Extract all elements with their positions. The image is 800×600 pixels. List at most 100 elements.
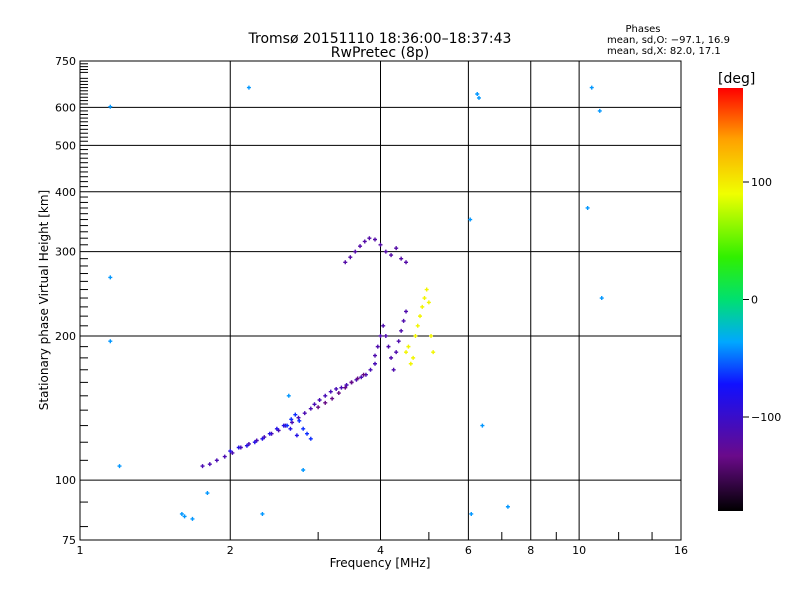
data-point: [349, 380, 354, 385]
x-tick-label: 8: [527, 544, 534, 557]
data-point: [597, 108, 602, 113]
data-point: [386, 344, 391, 349]
data-point: [426, 300, 431, 305]
data-point: [308, 406, 313, 411]
phase-stats-x: mean, sd,X: 82.0, 17.1: [607, 46, 721, 57]
data-point: [252, 440, 257, 445]
colorbar-tick-label: −100: [751, 411, 781, 424]
data-point: [343, 385, 348, 390]
data-point: [236, 445, 241, 450]
data-point: [200, 464, 205, 469]
data-point: [415, 323, 420, 328]
data-point: [294, 433, 299, 438]
data-point: [404, 350, 409, 355]
data-point: [358, 244, 363, 249]
data-point: [378, 333, 383, 338]
data-point: [399, 256, 404, 261]
data-point: [334, 386, 339, 391]
colorbar-tick-label: 0: [751, 294, 758, 307]
data-point: [301, 468, 306, 473]
phase-stats-title: Phases: [625, 24, 660, 35]
colorbar: [718, 88, 743, 511]
data-point: [323, 393, 328, 398]
data-point: [302, 411, 307, 416]
x-tick-label: 10: [572, 544, 586, 557]
data-point: [396, 339, 401, 344]
data-point: [355, 376, 360, 381]
data-point: [288, 426, 293, 431]
data-point: [336, 391, 341, 396]
colorbar-ticks: 100 0 −100: [743, 176, 781, 424]
data-point: [383, 249, 388, 254]
data-point: [375, 344, 380, 349]
data-point: [205, 491, 210, 496]
data-point: [312, 402, 317, 407]
y-tick-labels: 75 100 200 300 400 500 600 750: [55, 55, 76, 547]
data-point: [328, 389, 333, 394]
chart-title: Tromsø 20151110 18:36:00–18:37:43: [248, 31, 512, 47]
y-tick-label: 500: [55, 139, 76, 152]
data-point: [260, 511, 265, 516]
x-tick-label: 1: [77, 544, 84, 557]
data-point: [373, 353, 378, 358]
data-point: [418, 314, 423, 319]
data-point: [323, 400, 328, 405]
data-point: [190, 516, 195, 521]
data-point: [343, 260, 348, 265]
data-point: [373, 237, 378, 242]
data-point: [344, 382, 349, 387]
y-tick-label: 200: [55, 330, 76, 343]
data-point: [244, 443, 249, 448]
data-point: [391, 367, 396, 372]
data-point: [348, 255, 353, 260]
data-point: [401, 318, 406, 323]
data-point: [281, 423, 286, 428]
data-point: [475, 91, 480, 96]
data-point: [182, 514, 187, 519]
data-point: [367, 236, 372, 241]
data-point: [381, 323, 386, 328]
y-tick-label: 100: [55, 474, 76, 487]
data-point: [117, 464, 122, 469]
data-point: [179, 511, 184, 516]
data-point: [373, 361, 378, 366]
data-points: [108, 85, 604, 521]
data-point: [361, 372, 366, 377]
data-point: [330, 396, 335, 401]
data-point: [368, 367, 373, 372]
data-point: [316, 405, 321, 410]
data-point: [214, 458, 219, 463]
data-point: [404, 260, 409, 265]
colorbar-tick-label: 100: [751, 176, 772, 189]
x-tick-labels: 1 2 4 6 8 10 16: [77, 544, 689, 557]
data-point: [422, 296, 427, 301]
data-point: [207, 462, 212, 467]
data-point: [383, 333, 388, 338]
data-point: [389, 253, 394, 258]
data-point: [108, 104, 113, 109]
x-axis-label: Frequency [MHz]: [330, 556, 431, 570]
minor-ticks: [80, 63, 653, 540]
data-point: [480, 423, 485, 428]
phase-stats-o: mean, sd,O: −97.1, 16.9: [607, 35, 730, 46]
y-axis-label: Stationary phase Virtual Height [km]: [37, 190, 51, 410]
x-tick-label: 2: [227, 544, 234, 557]
data-point: [424, 287, 429, 292]
data-point: [246, 85, 251, 90]
data-point: [228, 449, 233, 454]
data-point: [267, 431, 272, 436]
data-point: [589, 85, 594, 90]
y-tick-label: 75: [62, 534, 76, 547]
data-point: [290, 420, 295, 425]
data-point: [286, 393, 291, 398]
data-point: [399, 328, 404, 333]
data-point: [389, 355, 394, 360]
data-point: [404, 309, 409, 314]
data-point: [431, 350, 436, 355]
data-point: [308, 436, 313, 441]
y-tick-label: 600: [55, 101, 76, 114]
data-point: [585, 205, 590, 210]
data-point: [394, 246, 399, 251]
data-point: [296, 415, 301, 420]
colorbar-label: [deg]: [718, 71, 755, 87]
